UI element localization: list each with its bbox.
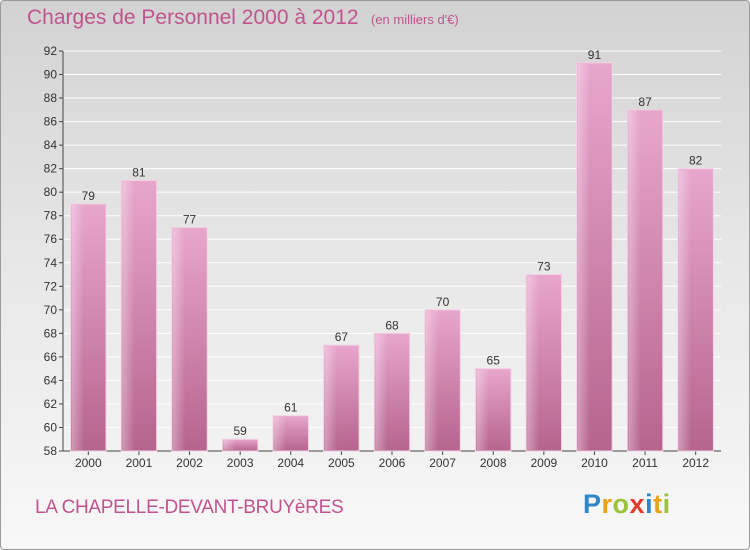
y-tick-label: 88 <box>44 91 58 105</box>
bar-value-label: 79 <box>82 189 96 203</box>
bar-highlight <box>375 334 388 450</box>
x-tick-label: 2003 <box>227 456 254 470</box>
bar-highlight <box>172 228 186 450</box>
x-tick-label: 2000 <box>75 456 102 470</box>
x-tick-label: 2012 <box>682 456 709 470</box>
y-tick-label: 92 <box>44 44 58 58</box>
bar-value-label: 73 <box>537 260 551 274</box>
x-tick-label: 2005 <box>328 456 355 470</box>
bar <box>221 438 259 452</box>
y-tick-label: 78 <box>44 209 58 223</box>
bar-highlight <box>223 440 236 450</box>
x-tick-label: 2008 <box>480 456 507 470</box>
y-tick-label: 58 <box>44 444 58 458</box>
logo-letter: r <box>601 489 613 519</box>
bar-value-label: 59 <box>233 424 247 438</box>
logo-letter: P <box>583 489 602 519</box>
logo-letter: t <box>653 489 663 519</box>
x-tick-label: 2009 <box>530 456 557 470</box>
x-tick-label: 2002 <box>176 456 203 470</box>
y-tick-label: 74 <box>44 256 58 270</box>
y-tick-label: 82 <box>44 162 58 176</box>
bar-value-label: 91 <box>588 48 602 62</box>
bar-value-label: 70 <box>436 295 450 309</box>
y-tick-label: 84 <box>44 138 58 152</box>
y-tick-label: 70 <box>44 303 58 317</box>
bar-highlight <box>577 63 591 450</box>
bar-value-label: 82 <box>689 154 703 168</box>
bar-value-label: 87 <box>638 95 652 109</box>
bar-value-label: 81 <box>132 165 146 179</box>
x-tick-label: 2010 <box>581 456 608 470</box>
bar-value-label: 61 <box>284 401 298 415</box>
x-tick-label: 2011 <box>632 456 658 470</box>
bar-highlight <box>678 169 692 450</box>
y-tick-label: 64 <box>44 373 58 387</box>
bar-highlight <box>425 310 439 450</box>
y-tick-label: 86 <box>44 115 58 129</box>
chart-title: Charges de Personnel 2000 à 2012 <box>27 6 359 29</box>
bar-highlight <box>324 346 338 450</box>
bar-value-label: 77 <box>183 212 197 226</box>
y-tick-label: 68 <box>44 326 58 340</box>
y-tick-label: 90 <box>44 68 58 82</box>
x-tick-label: 2001 <box>126 456 153 470</box>
x-tick-label: 2006 <box>379 456 406 470</box>
y-tick-label: 76 <box>44 232 58 246</box>
y-tick-label: 66 <box>44 350 58 364</box>
chart-subtitle: (en milliers d'€) <box>371 12 459 27</box>
y-tick-label: 72 <box>44 279 58 293</box>
proxiti-logo: Proxiti <box>583 489 671 520</box>
y-tick-label: 60 <box>44 420 58 434</box>
bars <box>70 62 714 452</box>
logo-letter: x <box>629 489 646 519</box>
bar-highlight <box>476 369 489 450</box>
commune-name: LA CHAPELLE-DEVANT-BRUYèRES <box>35 497 344 518</box>
x-tick-label: 2007 <box>429 456 456 470</box>
bar-value-label: 65 <box>487 354 501 368</box>
bar-value-label: 68 <box>385 318 399 332</box>
bar-highlight <box>274 416 287 450</box>
bar-highlight <box>628 110 641 450</box>
logo-letter: i <box>662 489 671 519</box>
logo-letter: i <box>645 489 654 519</box>
y-tick-label: 62 <box>44 397 58 411</box>
y-tick-label: 80 <box>44 185 58 199</box>
logo-letter: o <box>612 489 630 519</box>
x-tick-label: 2004 <box>277 456 304 470</box>
bar-highlight <box>71 204 84 450</box>
bar-highlight <box>527 275 540 450</box>
bar-value-label: 67 <box>335 330 349 344</box>
labels: 58 60 62 64 66 68 70 72 74 76 78 80 82 84 86 88 90 92 79 20… <box>44 44 710 470</box>
bar-highlight <box>122 181 135 451</box>
